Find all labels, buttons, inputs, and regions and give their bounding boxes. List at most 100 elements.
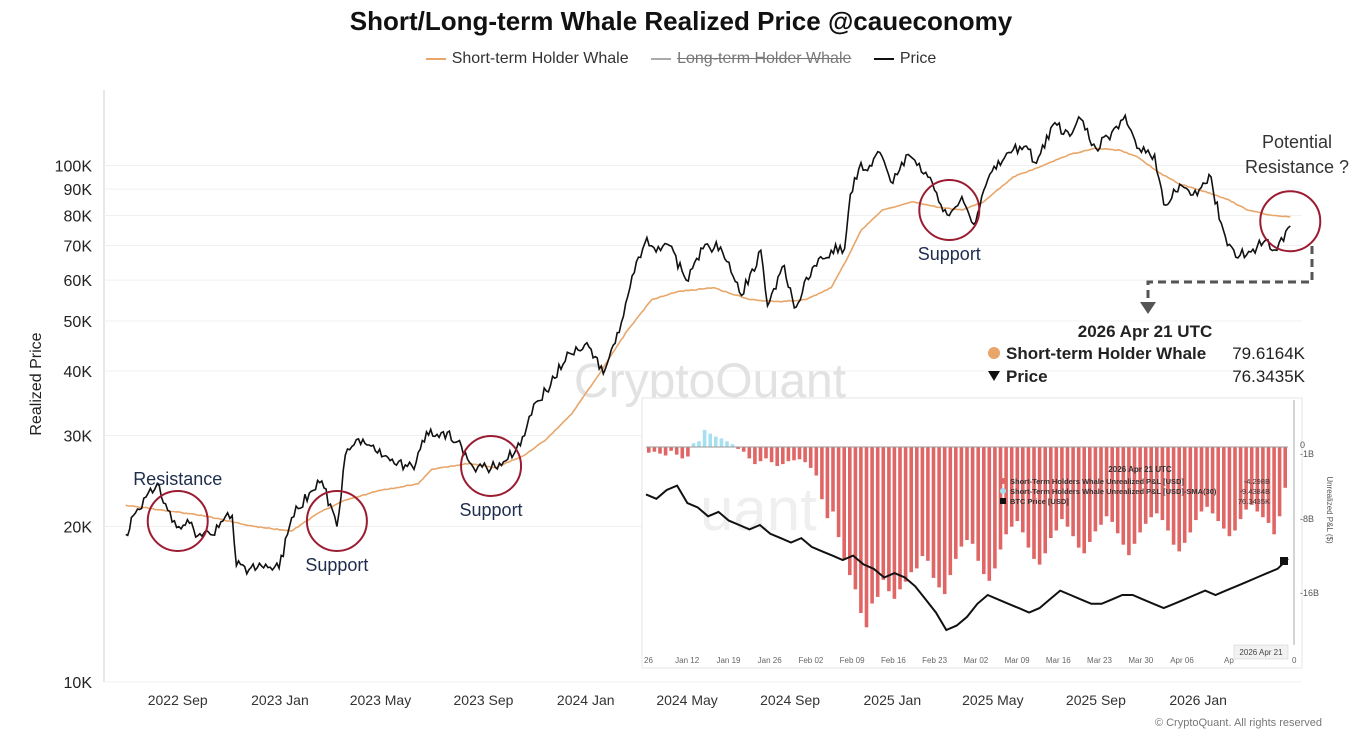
inset-bar [1283, 447, 1287, 488]
inset-date-badge-box [1233, 644, 1289, 660]
legend-item-long-term[interactable]: Long-term Holder Whale [651, 50, 851, 68]
tooltip-marker-triangle [988, 371, 1000, 381]
inset-bar [1227, 447, 1232, 537]
inset-bar [1110, 447, 1114, 522]
tooltip-marker-dot [988, 347, 1000, 359]
inset-bar [976, 447, 980, 561]
x-tick-label: 2024 Sep [760, 692, 820, 708]
inset-bar [875, 447, 880, 597]
inset-bar [1115, 447, 1120, 534]
annotation-label: Potential [1262, 132, 1332, 152]
inset-x-tick-label: Mar 30 [1128, 656, 1153, 665]
inset-bar [1261, 447, 1265, 518]
inset-bar [881, 447, 886, 580]
legend-item-short-term[interactable]: Short-term Holder Whale [425, 50, 629, 68]
inset-bar [669, 447, 673, 451]
inset-bar [1076, 447, 1081, 548]
inset-date-badge: 2026 Apr 21 [1239, 648, 1283, 657]
legend-item-price[interactable]: Price [873, 50, 936, 68]
y-tick-label: 80K [64, 209, 93, 226]
inset-bar [987, 447, 992, 581]
inset-bar [859, 447, 863, 613]
legend: Short-term Holder Whale Long-term Holder… [0, 50, 1362, 68]
inset-bar [1199, 447, 1204, 512]
inset-bar [1188, 447, 1193, 533]
inset-bar [1037, 447, 1042, 565]
inset-bar [1160, 447, 1165, 521]
inset-bar [993, 447, 997, 569]
inset-bar [1166, 447, 1170, 531]
inset-x-tick-label: Ap [1224, 656, 1234, 665]
inset-bar [741, 447, 746, 452]
tooltip-value: 79.6164K [1232, 344, 1305, 363]
inset-price-line [645, 484, 1289, 632]
inset-bar [820, 447, 824, 500]
inset-bar [674, 447, 679, 455]
inset-x-tick-label: Feb 23 [922, 656, 947, 665]
inset-tooltip-marker [1000, 478, 1006, 484]
inset-bar [1143, 447, 1148, 524]
inset-bar [870, 447, 874, 604]
inset-price-marker [1280, 557, 1288, 565]
inset-bar [1255, 447, 1260, 512]
inset-bar [1021, 447, 1025, 533]
inset-bar [719, 438, 724, 447]
inset-bar [786, 447, 791, 462]
inset-bar [691, 443, 696, 447]
inset-y-tick-label: -16B [1300, 588, 1319, 598]
inset-tooltip-label: Short-Term Holders Whale Unrealized P&L … [1010, 487, 1217, 496]
inset-tooltip-label: Short-Term Holders Whale Unrealized P&L … [1010, 477, 1184, 486]
inset-x-tick-label: Feb 16 [881, 656, 906, 665]
inset-bar [1171, 447, 1176, 545]
annotation-label: Resistance [133, 469, 222, 489]
inset-tooltip-value: 76.3435K [1238, 497, 1270, 506]
inset-watermark: uant [700, 476, 817, 543]
annotation-circle-resistance [1259, 190, 1322, 253]
inset-bar [1182, 447, 1187, 543]
inset-bar [1026, 447, 1031, 548]
y-axis-label: Realized Price [28, 332, 45, 435]
y-tick-label: 100K [55, 158, 93, 175]
tooltip-value: 76.3435K [1232, 367, 1305, 386]
inset-bar [769, 447, 774, 463]
inset-bar [1155, 447, 1159, 514]
inset-bar [1099, 447, 1103, 525]
inset-bar [825, 447, 830, 519]
annotation-label: Support [305, 555, 368, 575]
inset-x-tick-label: Jan 19 [716, 656, 741, 665]
inset-bar [1210, 447, 1215, 514]
inset-bar [797, 447, 802, 460]
inset-bar [702, 429, 707, 447]
inset-y-tick-label: -1B [1300, 449, 1314, 459]
legend-swatch-long-term [651, 57, 672, 60]
inset-bar [1177, 447, 1181, 552]
x-tick-label: 2025 Jan [864, 692, 922, 708]
inset-bar [1216, 447, 1220, 521]
x-tick-label: 2024 Jan [557, 692, 615, 708]
inset-bar [1004, 447, 1008, 535]
legend-label-long-term: Long-term Holder Whale [677, 50, 852, 67]
connector-arrowhead [1140, 302, 1156, 314]
y-tick-label: 90K [64, 182, 93, 199]
inset-bar [887, 447, 891, 592]
inset-x-tick-label: Mar 16 [1046, 656, 1071, 665]
inset-bar [1244, 447, 1248, 510]
inset-bar [1071, 447, 1075, 537]
inset-bar [747, 447, 752, 459]
inset-bar [982, 447, 986, 575]
y-tick-label: 10K [64, 675, 93, 692]
inset-bar [1233, 447, 1237, 531]
inset-x-tick-label: Mar 09 [1005, 656, 1030, 665]
inset-bar [909, 447, 913, 573]
inset-x-tick-label: Mar 02 [963, 656, 988, 665]
annotation-circle-resistance [146, 489, 209, 552]
inset-bar [1015, 447, 1020, 521]
inset-bar [1065, 447, 1070, 527]
inset-bar [680, 447, 685, 459]
inset-bar [1060, 447, 1064, 520]
inset-bar [1222, 447, 1226, 529]
inset-bar [803, 447, 807, 463]
series-line-price [125, 113, 1291, 576]
inset-tooltip-marker [1000, 498, 1006, 504]
